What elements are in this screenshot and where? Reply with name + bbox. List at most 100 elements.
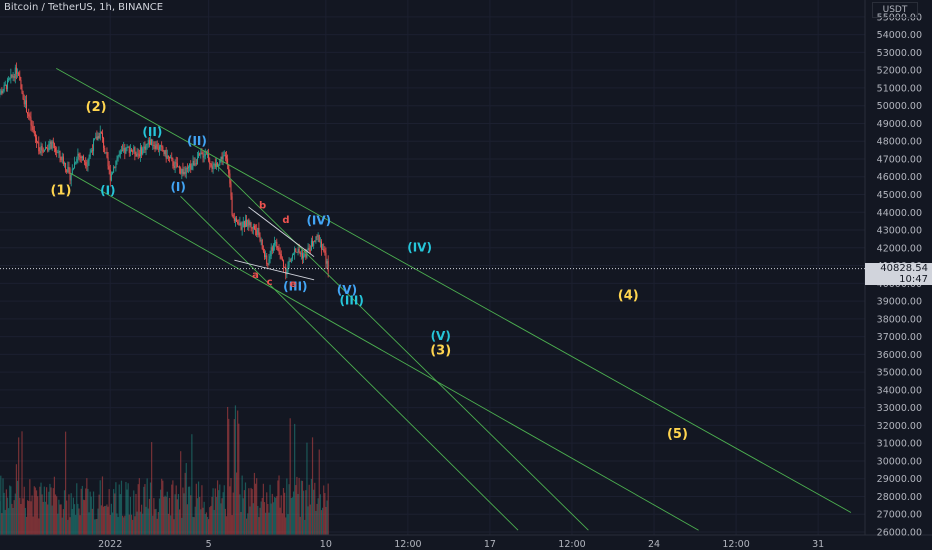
channel-line[interactable] bbox=[180, 195, 519, 531]
candle-body bbox=[25, 100, 27, 113]
candle-body bbox=[129, 149, 131, 153]
candle-body bbox=[263, 251, 265, 258]
volume-bar bbox=[69, 517, 71, 535]
candle-body bbox=[101, 133, 103, 138]
candle-body bbox=[65, 162, 67, 170]
volume-bar bbox=[86, 478, 88, 535]
wave-label-major: (1) bbox=[50, 184, 71, 199]
candle-body bbox=[19, 75, 21, 81]
candle-body bbox=[154, 146, 156, 150]
volume-bar bbox=[300, 480, 302, 535]
candle-body bbox=[38, 142, 40, 152]
candle-body bbox=[233, 218, 235, 222]
candle-body bbox=[97, 135, 99, 141]
candle-body bbox=[315, 236, 317, 242]
candle-body bbox=[103, 137, 105, 148]
volume-bar bbox=[320, 510, 323, 535]
volume-bar bbox=[147, 508, 149, 535]
volume-bar bbox=[27, 500, 29, 535]
candle-body bbox=[133, 147, 135, 152]
candle-body bbox=[36, 137, 38, 142]
channel-line[interactable] bbox=[248, 206, 315, 258]
candle-body bbox=[188, 166, 190, 169]
candle-body bbox=[128, 146, 130, 153]
volume-bar bbox=[111, 512, 114, 535]
candle-body bbox=[202, 153, 204, 158]
volume-bar bbox=[42, 501, 44, 535]
price-tick-label: 43000.00 bbox=[877, 226, 922, 237]
candle-body bbox=[107, 157, 109, 167]
volume-bar bbox=[307, 506, 309, 535]
volume-bar bbox=[90, 496, 92, 535]
price-tick-label: 49000.00 bbox=[877, 119, 922, 130]
candle-body bbox=[13, 76, 15, 78]
channel-line[interactable] bbox=[70, 172, 699, 531]
candle-body bbox=[193, 160, 195, 166]
candle-body bbox=[157, 148, 159, 150]
grid bbox=[0, 0, 865, 535]
volume-bar bbox=[156, 518, 158, 535]
volume-bar bbox=[303, 490, 305, 535]
price-axis[interactable]: 26000.00 27000.00 28000.00 29000.00 30000.00… bbox=[877, 12, 922, 538]
wave-label-abc: a bbox=[252, 270, 259, 281]
volume-bar bbox=[269, 484, 271, 535]
candle-body bbox=[57, 152, 59, 154]
volume-bar bbox=[284, 492, 286, 535]
candle-body bbox=[56, 151, 58, 153]
volume-bar bbox=[261, 497, 263, 535]
time-tick-label: 24 bbox=[648, 539, 660, 550]
channel-line[interactable] bbox=[56, 68, 852, 513]
candle-body bbox=[69, 169, 71, 181]
candle-body bbox=[244, 219, 246, 228]
volume-bar bbox=[68, 494, 70, 535]
volume-bar bbox=[297, 493, 299, 535]
volume-bar bbox=[91, 508, 94, 535]
volume-bar bbox=[108, 489, 110, 535]
time-tick-label: 12:00 bbox=[394, 539, 421, 550]
candle-body bbox=[224, 155, 226, 157]
volume-bar bbox=[209, 507, 211, 535]
volume-bar bbox=[183, 493, 185, 535]
volume-bar bbox=[314, 482, 316, 535]
candle-body bbox=[257, 227, 259, 235]
volume-bar bbox=[80, 488, 82, 535]
candle-body bbox=[136, 153, 138, 157]
volume-bar bbox=[241, 475, 243, 535]
channel-lines[interactable] bbox=[56, 68, 852, 531]
candle-body bbox=[248, 219, 250, 226]
candle-body bbox=[259, 235, 261, 241]
candle-body bbox=[90, 150, 92, 153]
volume-bar bbox=[23, 486, 25, 535]
candle-body bbox=[71, 168, 73, 176]
candle-body bbox=[106, 152, 108, 158]
candle-body bbox=[232, 215, 234, 219]
candle-body bbox=[17, 72, 19, 74]
price-tick-label: 47000.00 bbox=[877, 154, 922, 165]
candle-body bbox=[5, 84, 7, 90]
channel-line[interactable] bbox=[215, 163, 589, 531]
candle-body bbox=[291, 255, 293, 259]
volume-bar bbox=[221, 498, 223, 535]
currency-unit[interactable]: USDT bbox=[872, 2, 918, 18]
candle-body bbox=[313, 241, 315, 246]
wave-label-major: (4) bbox=[618, 288, 639, 303]
volume-bar bbox=[8, 508, 10, 535]
candle-body bbox=[204, 153, 206, 157]
candle-body bbox=[112, 172, 114, 174]
volume-bar bbox=[9, 485, 11, 535]
candle-body bbox=[139, 147, 141, 157]
candle-body bbox=[96, 136, 98, 141]
candle-body bbox=[98, 135, 100, 139]
candle-body bbox=[131, 149, 133, 152]
wave-labels: (1) (2) (3) (4) (5) (I) (II) (III) (IV) (V) (I) (II… bbox=[50, 100, 687, 442]
channel-line[interactable] bbox=[234, 259, 315, 281]
candle-body bbox=[86, 165, 88, 167]
candle-body bbox=[40, 145, 42, 153]
current-price-tag: 40828.54 10:47 bbox=[865, 262, 932, 285]
volume-bar bbox=[239, 494, 241, 535]
volume-bar bbox=[240, 511, 242, 535]
candle-body bbox=[31, 125, 33, 127]
volume-bar bbox=[109, 514, 111, 535]
